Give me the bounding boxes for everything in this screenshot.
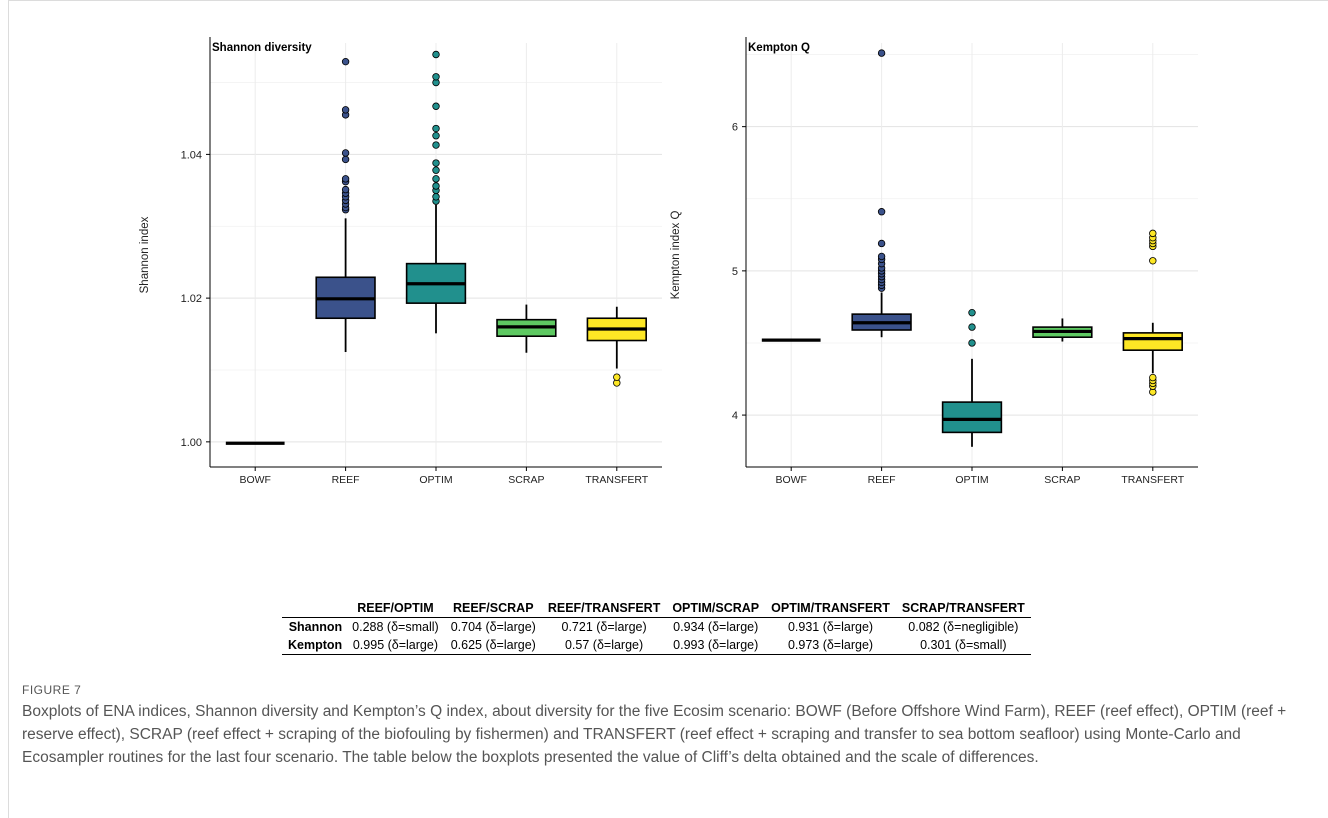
table-header-cell: REEF/OPTIM bbox=[346, 599, 445, 618]
table-row-label: Kempton bbox=[282, 636, 347, 655]
table-header-cell: OPTIM/TRANSFERT bbox=[765, 599, 896, 618]
table-header-cell: REEF/TRANSFERT bbox=[541, 599, 667, 618]
table-cell: 0.934 (δ=large) bbox=[673, 620, 759, 634]
figure-frame-top bbox=[8, 0, 1328, 1]
x-tick-label: BOWF bbox=[775, 474, 807, 486]
table-header-cell: SCRAP/TRANSFERT bbox=[895, 599, 1031, 618]
outlier-point bbox=[341, 149, 350, 157]
y-tick-label: 4 bbox=[732, 410, 738, 422]
outlier-point bbox=[432, 175, 440, 183]
outlier-point bbox=[432, 141, 440, 149]
outlier-point bbox=[968, 339, 976, 347]
table-cell: 0.625 (δ=large) bbox=[444, 636, 542, 655]
x-tick-label: REEF bbox=[332, 474, 360, 486]
box-optim bbox=[941, 401, 1003, 434]
outlier-point bbox=[341, 106, 350, 114]
outlier-point bbox=[432, 132, 440, 140]
table-cell: 0.993 (δ=large) bbox=[666, 636, 766, 655]
outlier-point bbox=[432, 73, 440, 81]
outlier-point bbox=[877, 239, 886, 248]
outlier-point bbox=[432, 159, 440, 167]
y-tick-label: 1.04 bbox=[181, 149, 202, 161]
outlier-point bbox=[877, 208, 886, 216]
outlier-point bbox=[432, 166, 440, 174]
outlier-point bbox=[432, 50, 440, 59]
table-header-cell bbox=[282, 599, 347, 618]
table-cell: 0.995 (δ=large) bbox=[346, 636, 445, 655]
x-tick-label: REEF bbox=[868, 474, 896, 486]
x-tick-label: BOWF bbox=[239, 474, 271, 486]
x-tick-label: OPTIM bbox=[419, 474, 452, 486]
outlier-point bbox=[432, 124, 440, 133]
outlier-point bbox=[1149, 229, 1157, 238]
table-header-cell: OPTIM/SCRAP bbox=[666, 599, 766, 618]
y-axis-label: Kempton index Q bbox=[670, 211, 682, 300]
x-tick-label: OPTIM bbox=[955, 474, 988, 486]
table-header-cell: REEF/SCRAP bbox=[444, 599, 542, 618]
outlier-point bbox=[432, 193, 440, 201]
outlier-point bbox=[877, 252, 886, 261]
table-cell: 0.301 (δ=small) bbox=[895, 636, 1031, 655]
outlier-point bbox=[968, 308, 976, 317]
figure-frame-left bbox=[8, 0, 9, 818]
table-row: Kempton 0.995 (δ=large) 0.625 (δ=large) … bbox=[282, 636, 1031, 655]
table-header-row: REEF/OPTIM REEF/SCRAP REEF/TRANSFERT OPT… bbox=[282, 599, 1031, 618]
table-cell: 0.704 (δ=large) bbox=[450, 620, 536, 634]
x-tick-label: SCRAP bbox=[1044, 474, 1080, 486]
outlier-point bbox=[341, 57, 350, 66]
chart-title: Shannon diversity bbox=[212, 42, 312, 54]
table-row-label: Shannon bbox=[288, 620, 343, 634]
outlier-point bbox=[1149, 257, 1157, 265]
y-axis-label: Shannon index bbox=[139, 216, 151, 293]
table-cell: 0.082 (δ=negligible) bbox=[908, 620, 1019, 634]
outlier-point bbox=[341, 155, 350, 164]
outlier-point bbox=[341, 175, 350, 183]
outlier-point bbox=[341, 185, 350, 194]
y-tick-label: 5 bbox=[732, 266, 738, 278]
outlier-point bbox=[1149, 373, 1157, 382]
y-tick-label: 1.00 bbox=[181, 437, 202, 449]
kempton-boxplot-chart: 4 5 6 Kempton index Q Kempton Q BOWF REEF OPTIM… bbox=[670, 37, 1198, 486]
table-cell: 0.57 (δ=large) bbox=[541, 636, 667, 655]
x-tick-label: TRANSFERT bbox=[1121, 474, 1184, 486]
outlier-point bbox=[613, 373, 621, 381]
outlier-point bbox=[432, 182, 440, 190]
cliffs-delta-table: REEF/OPTIM REEF/SCRAP REEF/TRANSFERT OPT… bbox=[282, 599, 1031, 655]
figure-caption: Boxplots of ENA indices, Shannon diversi… bbox=[22, 703, 1287, 766]
y-tick-label: 1.02 bbox=[181, 293, 202, 305]
x-tick-label: TRANSFERT bbox=[585, 474, 648, 486]
figure-label: FIGURE 7 bbox=[22, 683, 82, 697]
outlier-point bbox=[968, 323, 976, 331]
shannon-boxplot-chart: 1.00 1.02 1.04 Shannon index Shannon diversi… bbox=[139, 37, 662, 486]
x-tick-label: SCRAP bbox=[508, 474, 544, 486]
table-cell: 0.931 (δ=large) bbox=[787, 620, 874, 634]
y-tick-label: 6 bbox=[732, 122, 738, 134]
outlier-point bbox=[432, 102, 440, 110]
table-cell: 0.973 (δ=large) bbox=[765, 636, 896, 655]
table-row: Shannon 0.288 (δ=small) 0.704 (δ=large) … bbox=[282, 618, 1031, 637]
outlier-point bbox=[877, 49, 886, 57]
table-cell: 0.721 (δ=large) bbox=[561, 620, 647, 634]
box-transfert bbox=[1122, 332, 1183, 351]
chart-title: Kempton Q bbox=[748, 42, 810, 54]
table-cell: 0.288 (δ=small) bbox=[352, 620, 439, 634]
